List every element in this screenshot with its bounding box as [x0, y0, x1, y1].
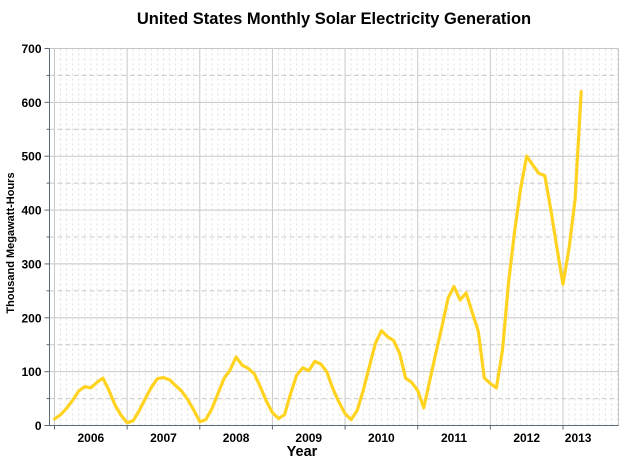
y-tick-label: 200: [21, 311, 41, 325]
x-tick-label: 2006: [77, 431, 104, 445]
y-tick-label: 400: [21, 204, 41, 218]
y-tick-label: 100: [21, 365, 41, 379]
x-tick-label: 2009: [295, 431, 322, 445]
x-tick-label: 2010: [368, 431, 395, 445]
x-tick-label: 2013: [565, 431, 592, 445]
y-tick-label: 0: [35, 419, 42, 433]
chart-title: United States Monthly Solar Electricity …: [136, 10, 532, 28]
solar-generation-line: [52, 89, 583, 425]
y-tick-label: 700: [21, 42, 41, 56]
x-tick-label: 2011: [441, 431, 467, 445]
x-tick-label: 2007: [150, 431, 177, 445]
y-tick-label: 600: [21, 96, 41, 110]
y-tick-label: 300: [21, 257, 41, 271]
x-axis-title: Year: [286, 444, 318, 460]
x-tick-label: 2008: [223, 431, 250, 445]
y-tick-label: 500: [21, 150, 41, 164]
x-tick-label: 2012: [513, 431, 540, 445]
